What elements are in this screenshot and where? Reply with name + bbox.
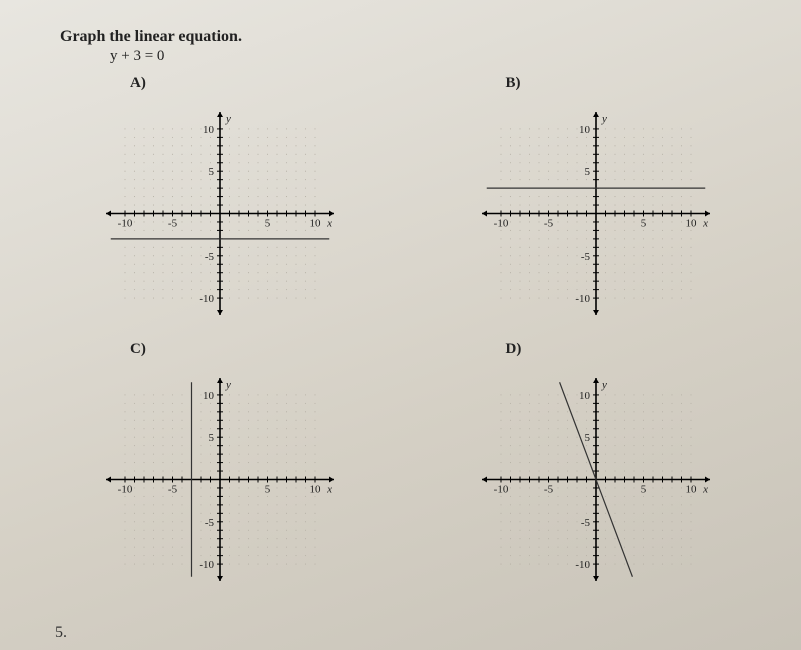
choice-label-C: C) — [130, 341, 386, 358]
svg-text:10: 10 — [579, 124, 591, 136]
svg-text:10: 10 — [685, 218, 697, 230]
svg-text:-5: -5 — [580, 517, 590, 529]
svg-text:y: y — [601, 113, 607, 125]
svg-text:x: x — [326, 218, 332, 230]
svg-text:-5: -5 — [543, 484, 553, 496]
svg-text:10: 10 — [310, 218, 322, 230]
svg-text:-5: -5 — [168, 218, 178, 230]
choices-grid: A) -10-5510105-5-10xy B) -10-5510105-5-1… — [90, 75, 761, 597]
svg-text:-5: -5 — [168, 484, 178, 496]
svg-text:-10: -10 — [493, 484, 508, 496]
question-prompt: Graph the linear equation. — [60, 28, 761, 46]
choice-D: D) -10 -5 5 10 10 5 -5 -10 x y — [466, 341, 762, 597]
choice-label-D: D) — [506, 341, 762, 358]
svg-text:-5: -5 — [580, 251, 590, 263]
worksheet-page: Graph the linear equation. y + 3 = 0 A) … — [0, 0, 801, 597]
choice-label-B: B) — [506, 75, 762, 92]
choice-B: B) -10 -5 5 10 10 5 -5 -10 x y — [466, 75, 762, 331]
svg-text:-5: -5 — [205, 517, 215, 529]
svg-text:10: 10 — [685, 484, 697, 496]
svg-text:x: x — [326, 484, 332, 496]
graph-B: -10 -5 5 10 10 5 -5 -10 x y — [466, 96, 726, 331]
svg-text:5: 5 — [584, 166, 590, 178]
svg-text:-10: -10 — [575, 559, 590, 571]
svg-text:10: 10 — [579, 390, 591, 402]
svg-text:-10: -10 — [199, 559, 214, 571]
svg-text:-10: -10 — [118, 484, 133, 496]
svg-text:-10: -10 — [199, 293, 214, 305]
svg-text:5: 5 — [640, 484, 646, 496]
svg-text:y: y — [225, 113, 231, 125]
svg-text:-10: -10 — [118, 218, 133, 230]
svg-text:y: y — [601, 379, 607, 391]
svg-text:5: 5 — [265, 218, 271, 230]
svg-text:-10: -10 — [493, 218, 508, 230]
svg-text:5: 5 — [584, 432, 590, 444]
graph-A: -10 -5 5 10 10 5 -5 -10 x y — [90, 96, 350, 331]
svg-text:x: x — [702, 484, 708, 496]
graph-C: -10 -5 5 10 10 5 -5 -10 x y — [90, 362, 350, 597]
svg-text:5: 5 — [209, 166, 215, 178]
question-number: 5. — [55, 624, 67, 642]
choice-C: C) -10 -5 5 10 10 5 -5 -10 x y — [90, 341, 386, 597]
svg-text:5: 5 — [209, 432, 215, 444]
svg-text:-10: -10 — [575, 293, 590, 305]
svg-text:10: 10 — [310, 484, 322, 496]
svg-text:10: 10 — [203, 124, 215, 136]
svg-text:x: x — [702, 218, 708, 230]
svg-text:5: 5 — [640, 218, 646, 230]
svg-text:-5: -5 — [543, 218, 553, 230]
choice-label-A: A) — [130, 75, 386, 92]
svg-text:-5: -5 — [205, 251, 215, 263]
svg-text:5: 5 — [265, 484, 271, 496]
svg-text:y: y — [225, 379, 231, 391]
equation-text: y + 3 = 0 — [110, 48, 761, 65]
graph-D: -10 -5 5 10 10 5 -5 -10 x y — [466, 362, 726, 597]
svg-text:10: 10 — [203, 390, 215, 402]
choice-A: A) -10 -5 5 10 10 5 -5 -10 x y — [90, 75, 386, 331]
